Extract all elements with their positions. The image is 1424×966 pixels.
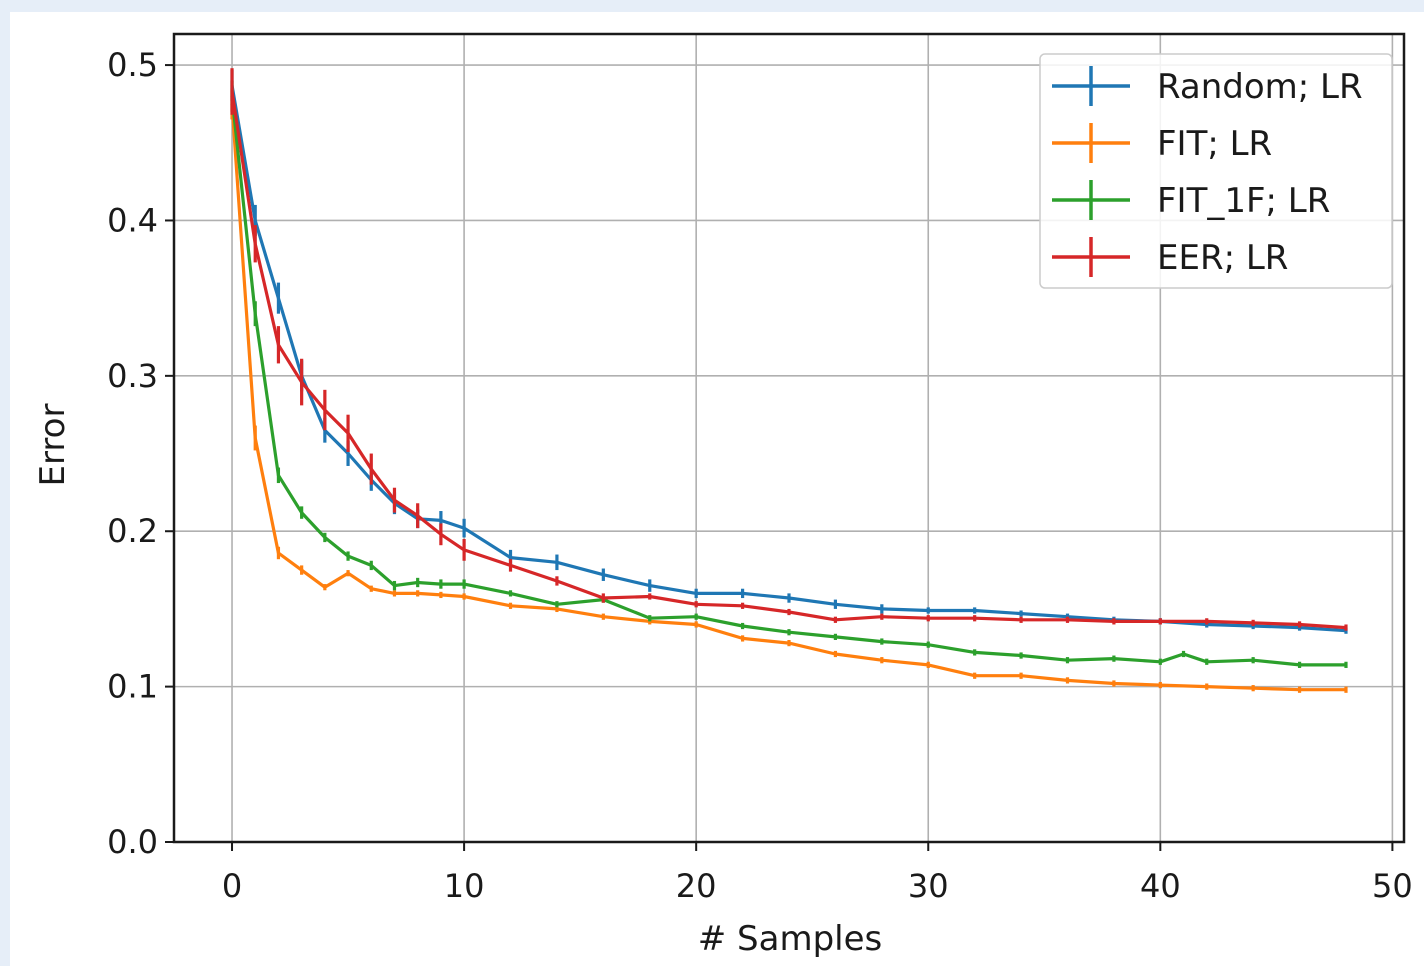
legend-box: [1039, 53, 1393, 289]
y-tick-label: 0.4: [107, 201, 158, 239]
plot-frame: [172, 32, 1406, 844]
x-tick-label: 40: [1140, 867, 1181, 905]
legend-item-eer-lr: EER; LR: [1052, 237, 1288, 278]
x-tick-label: 50: [1372, 867, 1413, 905]
legend-label: Random; LR: [1157, 67, 1363, 107]
series-fit-1f-lr: [230, 80, 1348, 668]
x-tick-label: 30: [908, 867, 949, 905]
legend-item-random-lr: Random; LR: [1052, 66, 1363, 107]
y-tick-label: 0.1: [107, 668, 158, 706]
y-tick-label: 0.5: [107, 46, 158, 84]
legend-label: EER; LR: [1157, 238, 1288, 278]
legend: Random; LR FIT; LR FIT_1F; LR EER; LR: [1039, 53, 1393, 289]
y-axis-label: Error: [33, 404, 73, 487]
y-tick-label: 0.3: [107, 357, 158, 395]
y-tick-label: 0.2: [107, 512, 158, 550]
x-axis-label: # Samples: [698, 919, 883, 959]
legend-label: FIT; LR: [1157, 124, 1272, 164]
x-tick-label: 10: [444, 867, 485, 905]
legend-label: FIT_1F; LR: [1157, 181, 1330, 221]
x-tick-label: 20: [676, 867, 717, 905]
series-line: [230, 103, 1346, 692]
series-line: [230, 91, 1347, 630]
y-tick-label: 0.0: [107, 823, 158, 861]
axis-ticks: 0 10 20 30 40 50 0.0 0.1 0.2 0.3 0.4 0.5: [107, 46, 1413, 905]
series-eer-lr: [230, 68, 1348, 631]
series-layer: [230, 68, 1348, 693]
legend-item-fit-lr: FIT; LR: [1052, 123, 1272, 164]
legend-item-fit-1f-lr: FIT_1F; LR: [1052, 180, 1330, 221]
x-tick-label: 0: [222, 867, 242, 905]
